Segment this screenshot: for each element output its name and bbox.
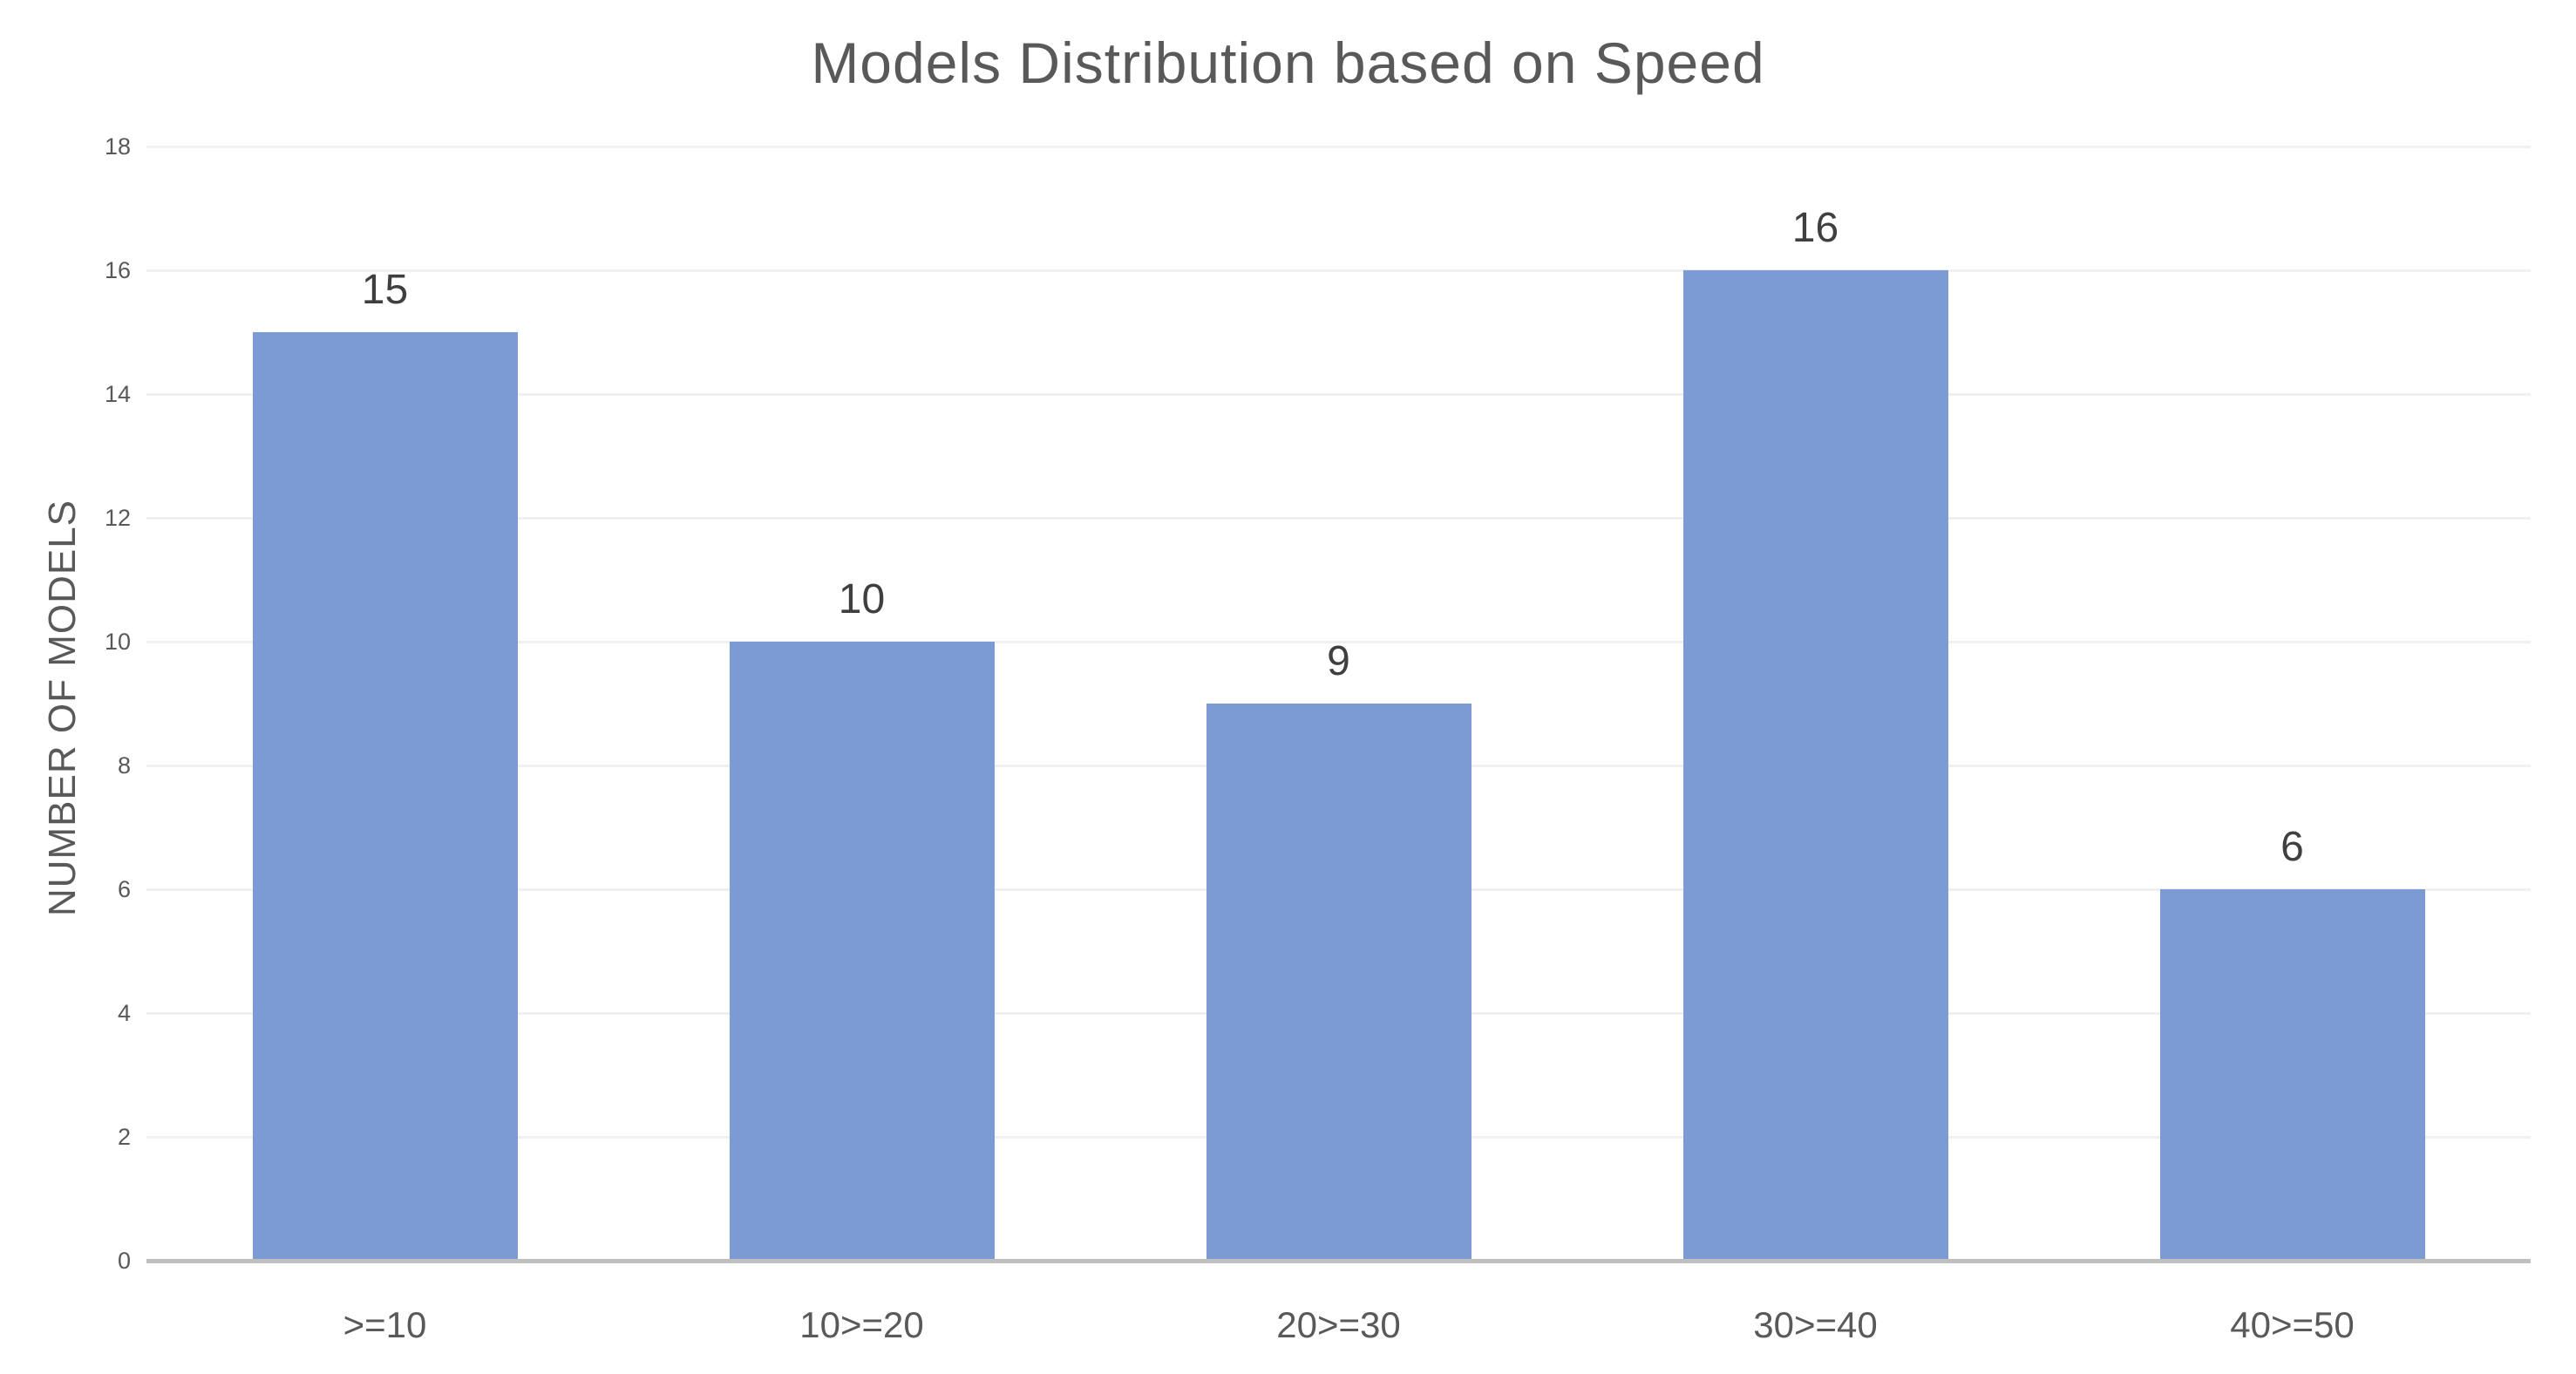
y-tick-label: 12 — [104, 505, 131, 531]
gridline — [146, 517, 2531, 520]
bar-30>=40 — [1682, 270, 1948, 1259]
y-tick-label: 6 — [117, 876, 131, 902]
bar->=10 — [252, 332, 518, 1259]
y-tick-label: 10 — [104, 629, 131, 655]
y-axis-title: NUMBER OF MODELS — [41, 499, 84, 917]
y-tick-label: 14 — [104, 381, 131, 407]
y-tick-label: 4 — [117, 1000, 131, 1026]
bar-value-label: 9 — [1327, 638, 1350, 684]
bar-20>=30 — [1206, 704, 1472, 1259]
bar-value-label: 16 — [1791, 205, 1839, 251]
y-tick-label: 2 — [117, 1124, 131, 1150]
y-tick-label: 16 — [104, 257, 131, 283]
y-tick-label: 8 — [117, 752, 131, 779]
bar-value-label: 15 — [361, 267, 409, 313]
y-tick-label: 0 — [117, 1248, 131, 1274]
chart-title: Models Distribution based on Speed — [811, 31, 1765, 95]
x-category-label: 20>=30 — [1276, 1304, 1401, 1345]
y-tick-label: 18 — [104, 133, 131, 160]
x-category-label: 40>=50 — [2230, 1304, 2355, 1345]
x-category-label: 10>=20 — [799, 1304, 924, 1345]
gridline — [146, 146, 2531, 148]
gridline — [146, 641, 2531, 643]
bar-value-label: 10 — [838, 576, 886, 622]
bar-value-label: 6 — [2280, 824, 2304, 870]
x-axis-line — [146, 1259, 2531, 1263]
x-category-label: 30>=40 — [1753, 1304, 1878, 1345]
gridline — [146, 269, 2531, 272]
gridline — [146, 393, 2531, 396]
bar-40>=50 — [2159, 889, 2425, 1259]
x-category-label: >=10 — [343, 1304, 427, 1345]
bar-10>=20 — [729, 642, 995, 1259]
